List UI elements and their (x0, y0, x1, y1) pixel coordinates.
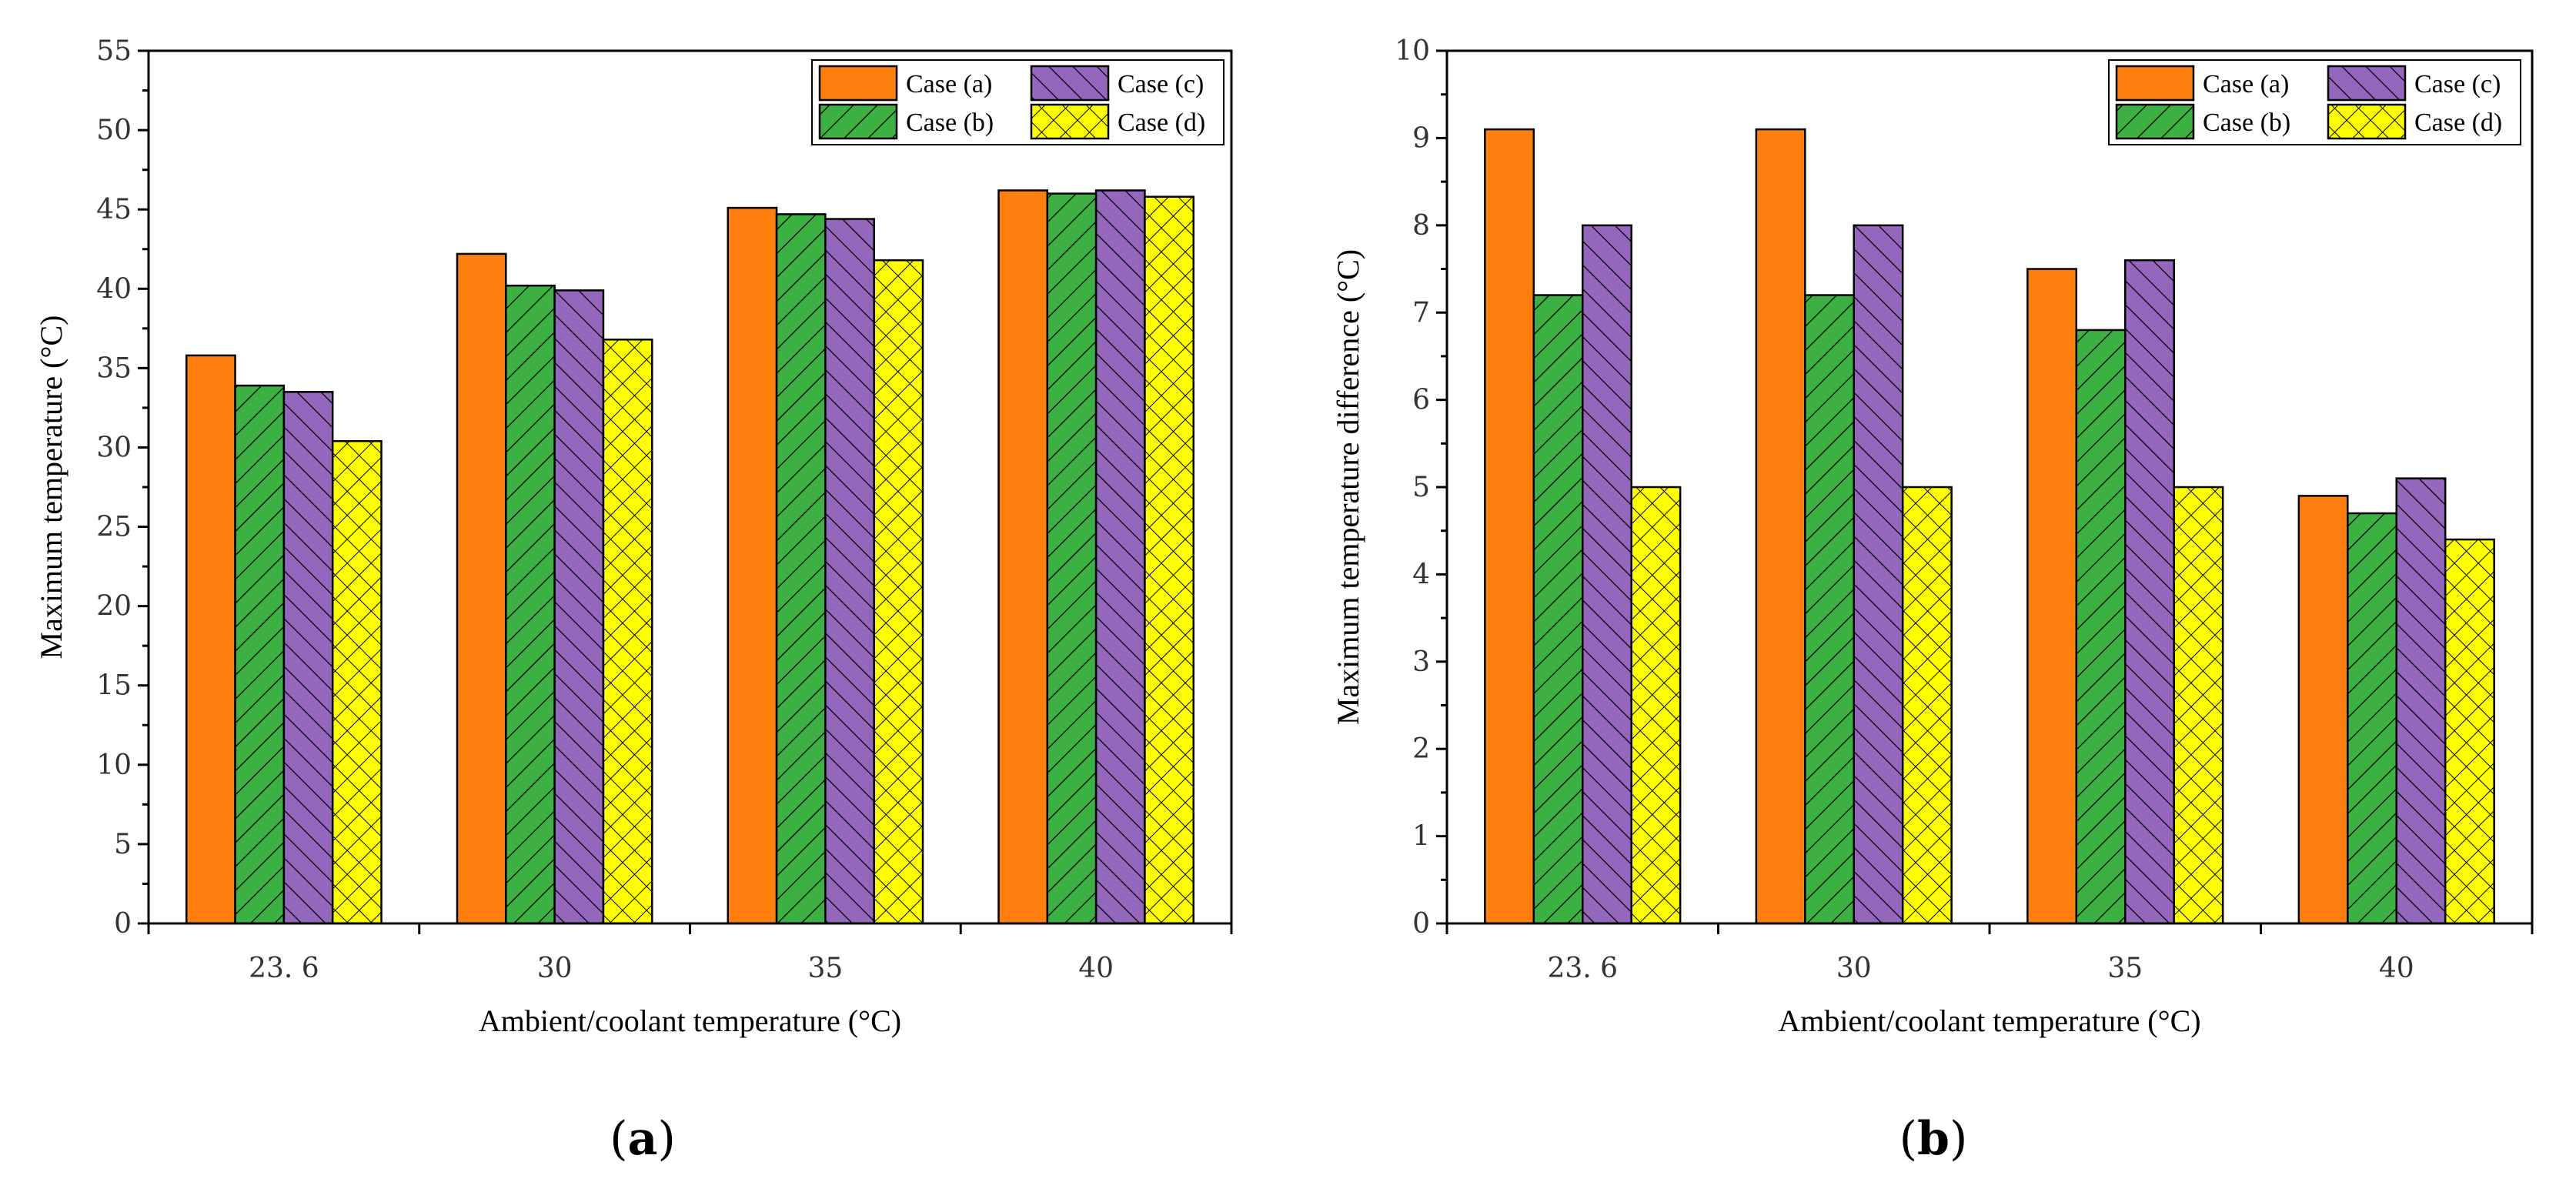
legend-label-a-2: Case (c) (1118, 70, 1204, 98)
bar-a-casec-3 (1094, 189, 1146, 925)
x-tick-label-b-2: 35 (2107, 953, 2143, 984)
bar-a-casec-0 (282, 391, 334, 925)
bar-b-casec-2 (2124, 259, 2175, 925)
y-tick-label-b-5: 5 (1412, 472, 1430, 503)
legend-label-b-3: Case (d) (2414, 109, 2502, 137)
legend-label-a-1: Case (b) (906, 109, 994, 137)
bar-a-casea-1 (456, 252, 507, 925)
bar-b-casea-1 (1755, 128, 1806, 925)
bar-a-cased-3 (1144, 195, 1195, 925)
y-tick-label-b-2: 2 (1412, 733, 1430, 765)
legend-swatch-b-1 (2115, 103, 2195, 140)
legend-swatch-a-3 (1030, 103, 1110, 140)
chart-panel-a: 0 5 10 15 20 25 30 35 40 45 50 55 23. 6 30 35 40 Ambient… (34, 35, 1233, 1038)
y-tick-label-a-0: 0 (114, 908, 132, 940)
y-tick-label-a-10: 50 (96, 115, 132, 146)
bar-a-casea-2 (727, 206, 778, 925)
x-tick-label-b-1: 30 (1836, 953, 1872, 984)
bar-b-casec-3 (2395, 477, 2447, 925)
legend-swatch-a-0 (818, 65, 898, 102)
y-tick-label-a-6: 30 (96, 432, 132, 463)
bar-b-caseb-0 (1532, 294, 1584, 925)
legend-swatch-a-2 (1030, 65, 1110, 102)
bar-b-cased-0 (1630, 486, 1682, 925)
y-tick-label-a-11: 55 (96, 35, 132, 67)
x-tick-label-a-2: 35 (807, 953, 843, 984)
y-tick-label-b-1: 1 (1412, 821, 1430, 853)
legend-swatch-a-1 (818, 103, 898, 140)
bar-b-casea-3 (2297, 495, 2349, 925)
bar-b-casea-2 (2026, 268, 2078, 925)
y-tick-label-a-7: 35 (96, 352, 132, 384)
x-tick-label-a-0: 23. 6 (249, 953, 319, 984)
panel-caption-a: (a) (610, 1112, 676, 1166)
bar-a-casea-0 (185, 354, 236, 925)
y-tick-label-b-4: 4 (1412, 559, 1430, 590)
panel-caption-b: (b) (1899, 1112, 1968, 1166)
bar-a-cased-1 (602, 339, 653, 925)
legend-swatch-b-0 (2115, 65, 2195, 102)
x-tick-label-b-0: 23. 6 (1547, 953, 1618, 984)
bar-b-caseb-1 (1804, 294, 1856, 925)
legend-swatch-b-2 (2327, 65, 2407, 102)
bar-a-cased-2 (873, 259, 924, 925)
y-tick-label-a-3: 15 (96, 670, 132, 702)
bar-a-caseb-3 (1046, 192, 1098, 925)
y-tick-label-b-3: 3 (1412, 646, 1430, 678)
legend-label-b-1: Case (b) (2203, 109, 2290, 137)
panel-caption-a-letter: a (628, 1112, 658, 1166)
bar-a-caseb-1 (505, 284, 556, 925)
bar-a-casec-2 (824, 218, 875, 925)
legend-label-b-2: Case (c) (2414, 70, 2501, 98)
legend-swatch-b-3 (2327, 103, 2407, 140)
bar-b-casec-0 (1582, 224, 1632, 925)
x-axis-title-b: Ambient/coolant temperature (°C) (1778, 1003, 2200, 1038)
y-tick-label-a-4: 20 (96, 591, 132, 623)
legend-label-a-0: Case (a) (906, 70, 992, 98)
legend-label-b-0: Case (a) (2203, 70, 2289, 98)
panel-caption-b-letter: b (1917, 1112, 1950, 1166)
y-axis-title-a: Maximum temperature (°C) (34, 316, 68, 659)
legend-a: Case (a) Case (c) Case (b) Case (d) (811, 59, 1225, 145)
chart-panel-b: 0 1 2 3 4 5 6 7 8 9 10 23. 6 30 35 40 Ambient/coolant t… (1331, 35, 2534, 1038)
bar-a-caseb-0 (234, 384, 286, 925)
y-tick-label-a-9: 45 (96, 194, 132, 225)
x-tick-label-b-3: 40 (2379, 953, 2414, 984)
x-tick-label-a-3: 40 (1078, 953, 1114, 984)
y-tick-label-b-7: 7 (1412, 297, 1430, 329)
y-axis-title-b: Maximum temperature difference (°C) (1331, 249, 1365, 725)
y-tick-label-a-1: 5 (114, 829, 132, 860)
bar-a-casec-1 (553, 289, 605, 925)
bar-b-cased-1 (1901, 486, 1953, 925)
bar-b-casec-1 (1853, 224, 1904, 925)
y-tick-label-b-0: 0 (1412, 908, 1430, 940)
bar-b-cased-3 (2444, 538, 2495, 925)
x-tick-label-a-1: 30 (537, 953, 573, 984)
legend-label-a-3: Case (d) (1118, 109, 1205, 137)
bar-a-caseb-2 (775, 213, 827, 925)
bar-b-caseb-3 (2347, 512, 2398, 925)
bar-b-caseb-2 (2075, 329, 2127, 925)
bar-a-casea-3 (997, 189, 1049, 925)
y-tick-label-b-6: 6 (1412, 385, 1430, 416)
bar-b-casea-0 (1484, 128, 1535, 925)
y-tick-label-a-5: 25 (96, 512, 132, 543)
y-tick-label-b-10: 10 (1395, 35, 1430, 67)
legend-b: Case (a) Case (c) Case (b) Case (d) (2108, 59, 2521, 145)
x-axis-title-a: Ambient/coolant temperature (°C) (479, 1003, 901, 1038)
bar-a-cased-0 (331, 439, 383, 925)
y-tick-label-b-9: 9 (1412, 122, 1430, 154)
y-tick-label-b-8: 8 (1412, 210, 1430, 242)
y-tick-label-a-8: 40 (96, 273, 132, 305)
y-tick-label-a-2: 10 (96, 750, 132, 781)
bar-b-cased-2 (2173, 486, 2224, 925)
